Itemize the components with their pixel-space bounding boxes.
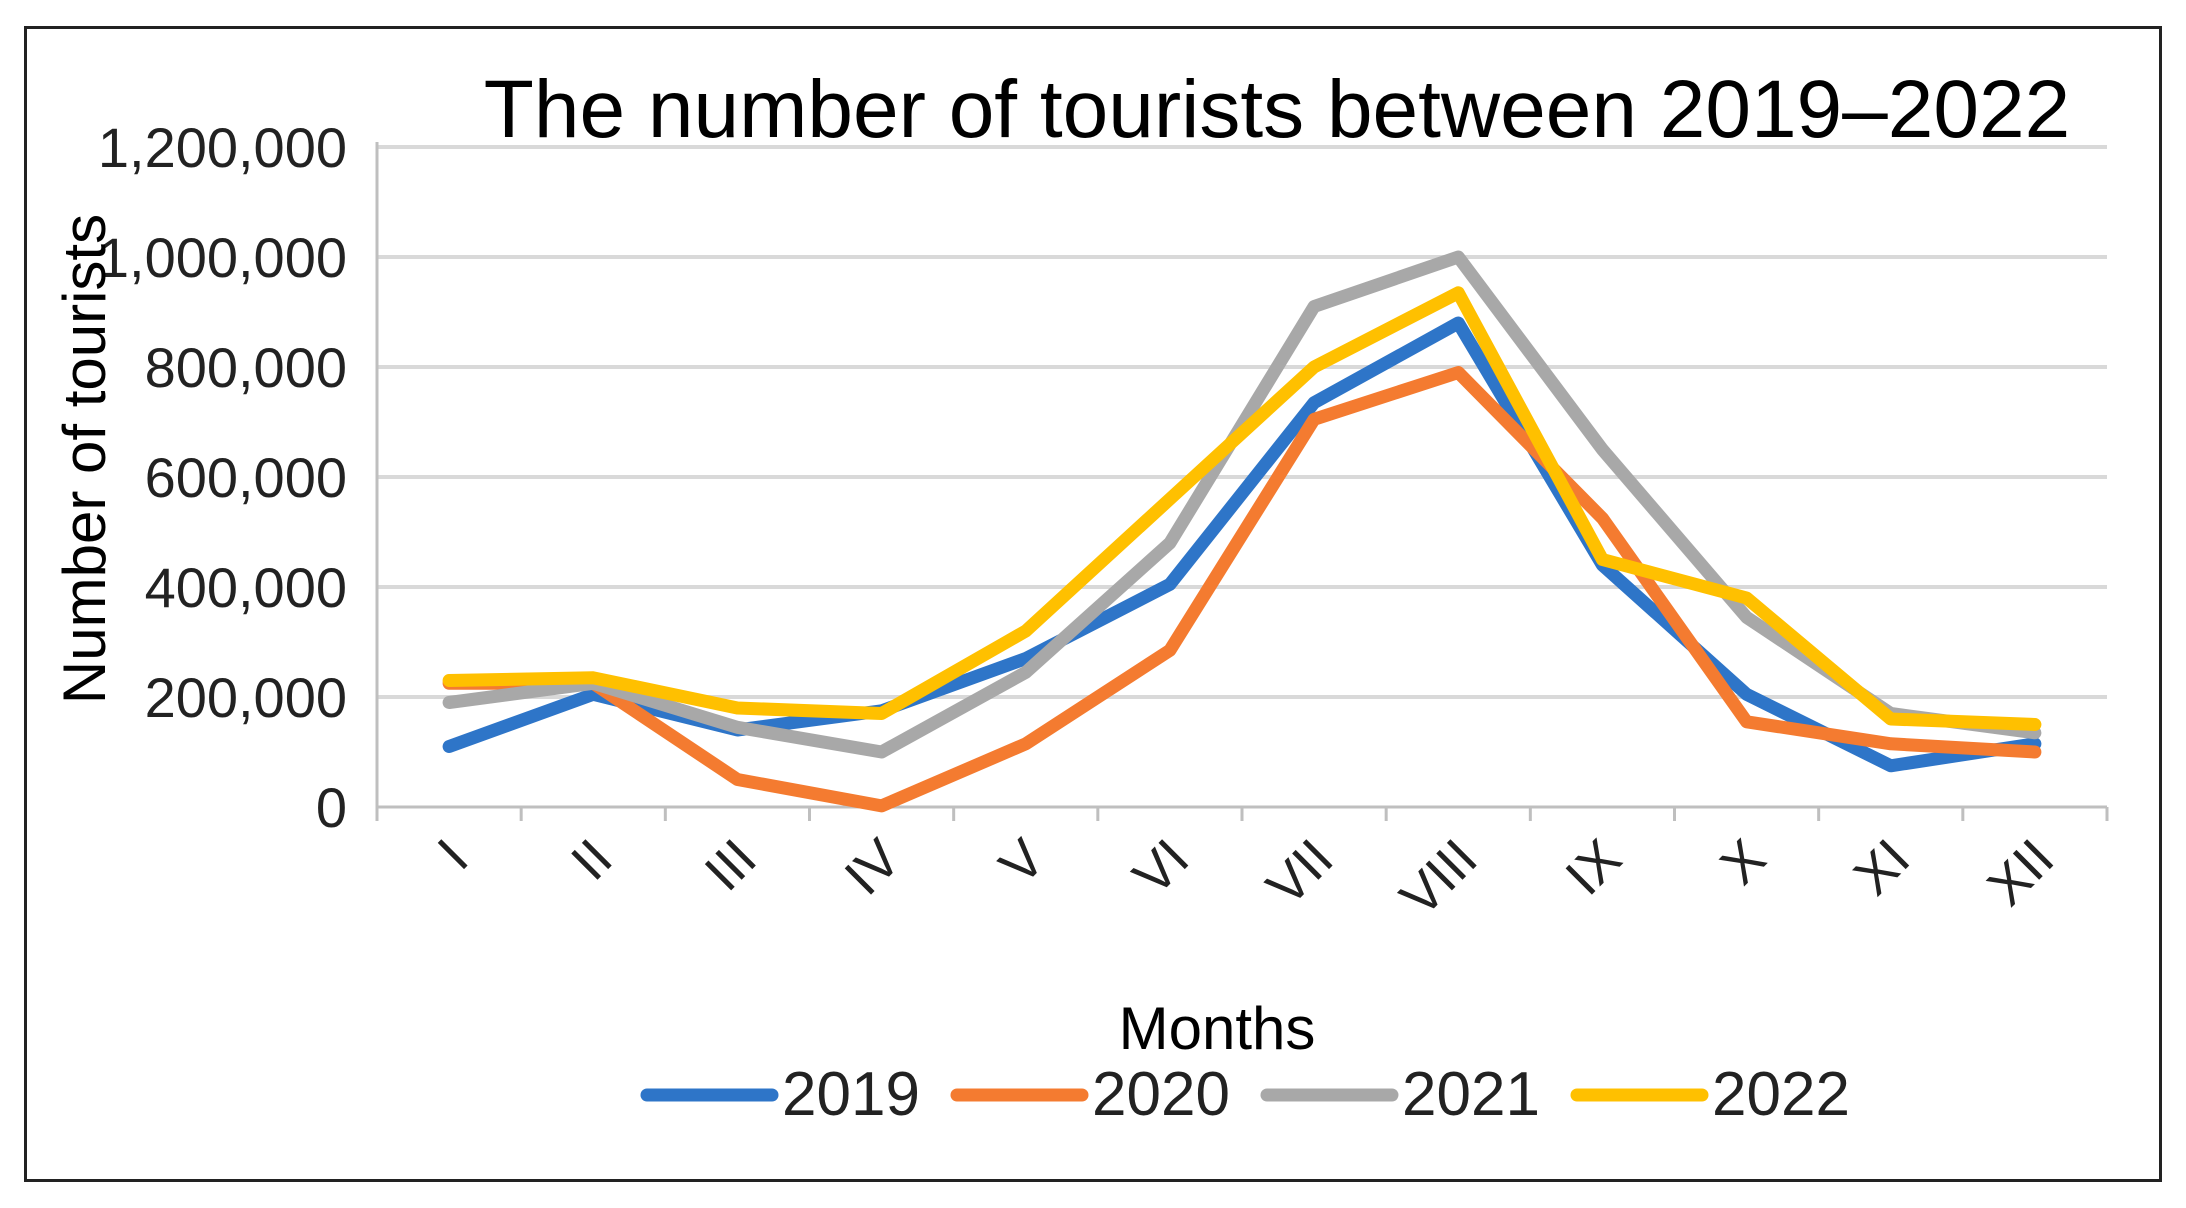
- x-tick-label: III: [694, 828, 768, 902]
- series-line-2020: [442, 366, 2042, 813]
- y-tick-label: 400,000: [145, 556, 347, 619]
- y-tick-label: 1,000,000: [98, 226, 347, 289]
- legend-label-2019: 2019: [782, 1060, 920, 1129]
- x-tick-label: XII: [1976, 828, 2065, 917]
- chart-frame: 0 200,000 400,000 600,000 800,000 1,000,000 1,…: [24, 26, 2162, 1182]
- x-axis-label: Months: [1119, 995, 1316, 1062]
- legend-label-2021: 2021: [1402, 1060, 1540, 1129]
- series-line-2021: [442, 250, 2042, 759]
- y-tick-label: 1,200,000: [98, 116, 347, 179]
- series-lines: [442, 250, 2042, 813]
- x-tick-label: V: [988, 828, 1056, 896]
- x-tick-label: VIII: [1389, 828, 1489, 928]
- legend-label-2022: 2022: [1712, 1060, 1850, 1129]
- x-tick-label: II: [560, 828, 624, 892]
- y-tick-label: 800,000: [145, 336, 347, 399]
- x-tick-labels: I II III IV V VI VII VIII IX X XI XII: [427, 828, 2066, 928]
- y-tick-label: 600,000: [145, 446, 347, 509]
- axes: [375, 142, 2109, 821]
- x-tick-label: IV: [834, 828, 913, 907]
- x-tick-label: VII: [1255, 828, 1344, 917]
- y-tick-label: 200,000: [145, 666, 347, 729]
- series-line-2022: [442, 286, 2042, 731]
- x-tick-label: X: [1709, 828, 1777, 896]
- x-tick-label: I: [427, 828, 480, 881]
- x-tick-label: VI: [1122, 828, 1201, 907]
- gridlines: [377, 145, 2107, 699]
- y-tick-labels: 0 200,000 400,000 600,000 800,000 1,000,000 1,…: [98, 116, 347, 839]
- x-tick-label: XI: [1843, 828, 1922, 907]
- y-tick-label: 0: [316, 776, 347, 839]
- y-axis-label: Number of tourists: [51, 214, 118, 704]
- line-chart: 0 200,000 400,000 600,000 800,000 1,000,000 1,…: [51, 64, 2109, 1129]
- legend: 2019 2020 2021 2022: [640, 1060, 1850, 1129]
- legend-label-2020: 2020: [1092, 1060, 1230, 1129]
- chart-title: The number of tourists between 2019–2022: [484, 64, 2070, 155]
- x-tick-label: IX: [1554, 828, 1633, 907]
